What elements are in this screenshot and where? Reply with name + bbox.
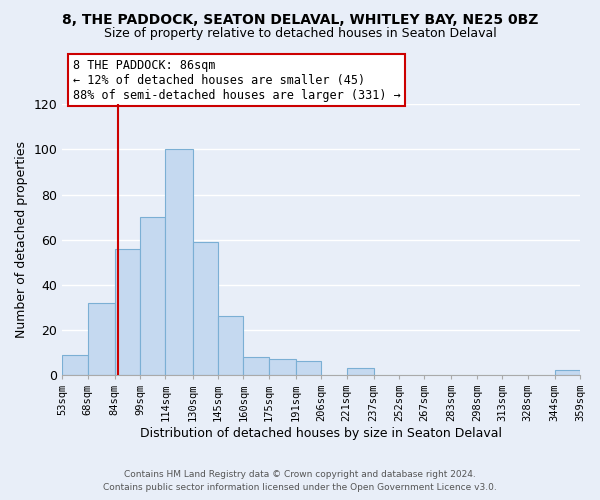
Text: 8, THE PADDOCK, SEATON DELAVAL, WHITLEY BAY, NE25 0BZ: 8, THE PADDOCK, SEATON DELAVAL, WHITLEY … — [62, 12, 538, 26]
Text: 8 THE PADDOCK: 86sqm
← 12% of detached houses are smaller (45)
88% of semi-detac: 8 THE PADDOCK: 86sqm ← 12% of detached h… — [73, 58, 400, 102]
Bar — [193, 242, 218, 375]
Bar — [244, 357, 269, 375]
X-axis label: Distribution of detached houses by size in Seaton Delaval: Distribution of detached houses by size … — [140, 427, 502, 440]
Bar — [140, 217, 166, 375]
Bar — [166, 150, 193, 375]
Bar — [347, 368, 374, 375]
Text: Size of property relative to detached houses in Seaton Delaval: Size of property relative to detached ho… — [104, 28, 496, 40]
Bar — [269, 359, 296, 375]
Bar — [115, 248, 140, 375]
Y-axis label: Number of detached properties: Number of detached properties — [15, 141, 28, 338]
Bar — [218, 316, 244, 375]
Bar — [296, 362, 321, 375]
Bar — [554, 370, 580, 375]
Text: Contains HM Land Registry data © Crown copyright and database right 2024.
Contai: Contains HM Land Registry data © Crown c… — [103, 470, 497, 492]
Bar — [62, 354, 88, 375]
Bar — [88, 303, 115, 375]
